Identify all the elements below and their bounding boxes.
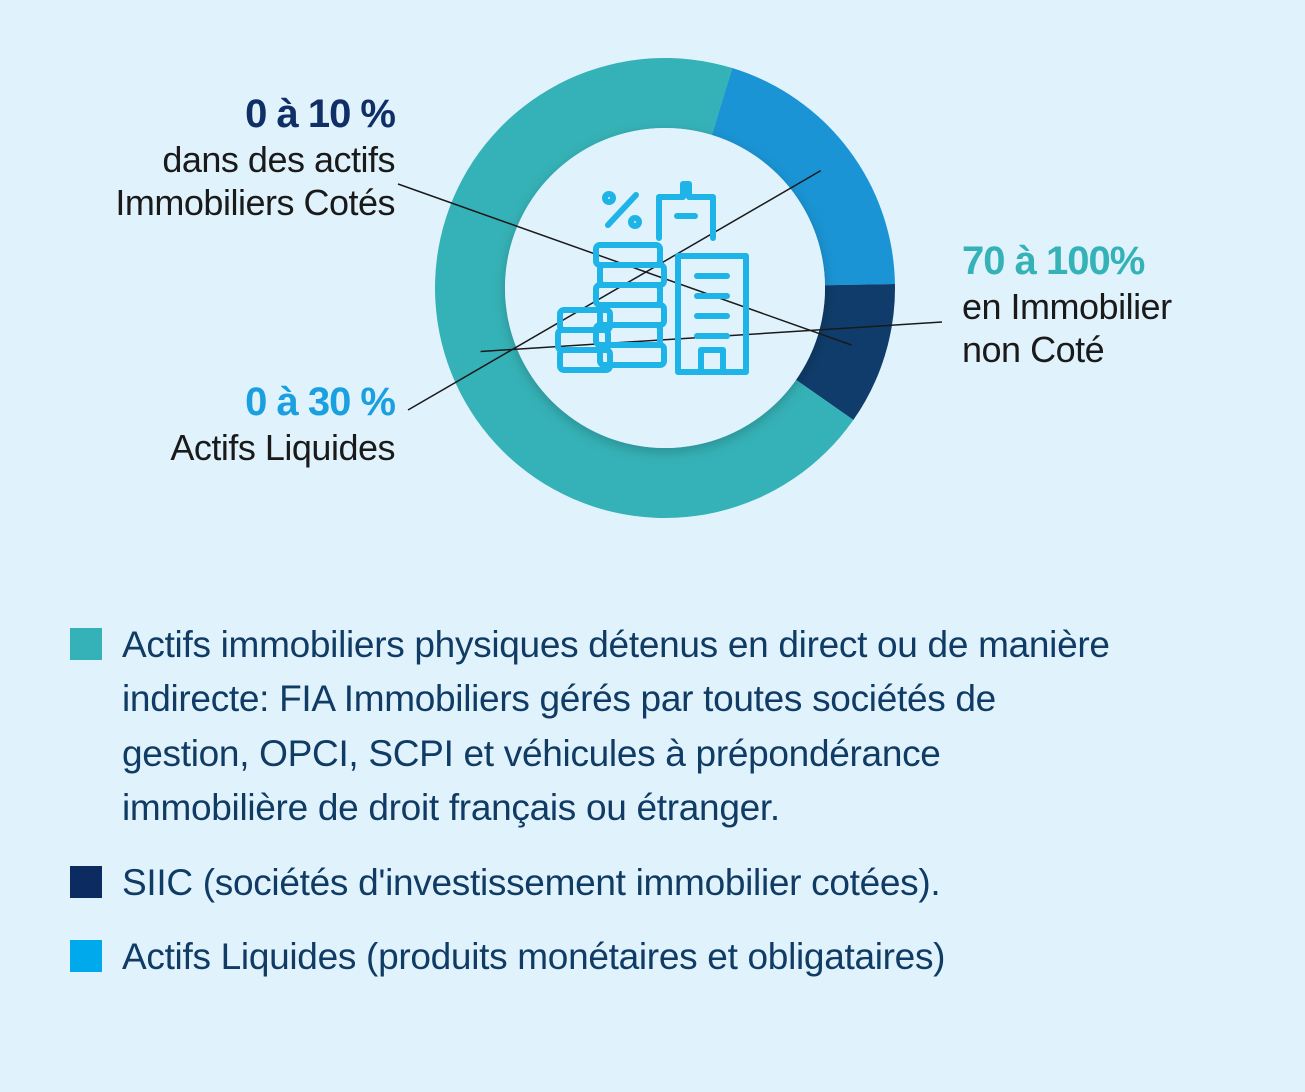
donut-hole [505, 128, 825, 448]
legend-item-immo-physique: Actifs immobiliers physiques détenus en … [70, 618, 1120, 836]
legend-swatch-navy [70, 865, 102, 898]
callout-immo-non-cote-line1: en Immobilier [962, 286, 1172, 327]
legend: Actifs immobiliers physiques détenus en … [70, 618, 1120, 1004]
legend-label-siic: SIIC (sociétés d'investissement immobili… [122, 861, 941, 903]
donut-slice-liquides [711, 68, 895, 286]
callout-liquides-line1: Actifs Liquides [170, 427, 395, 468]
legend-label-liquides: Actifs Liquides (produits monétaires et … [122, 935, 946, 977]
callout-liquides-range: 0 à 30 % [245, 380, 396, 424]
donut-slice-immo_cote [796, 283, 895, 420]
leader-line-liquides [407, 169, 822, 411]
buildings-coins-percent-icon [555, 181, 749, 375]
callout-immo-cote-line2: Immobiliers Cotés [115, 182, 395, 224]
donut-slice-immo_non_cote [434, 57, 854, 518]
callout-liquides: 0 à 30 % Actifs Liquides [170, 378, 396, 469]
legend-swatch-blue [70, 939, 102, 972]
legend-label-immo-physique: Actifs immobiliers physiques détenus en … [122, 624, 1110, 829]
callout-immo-cote-line1: dans des actifs [162, 139, 395, 180]
legend-item-siic: SIIC (sociétés d'investissement immobili… [70, 856, 1120, 910]
legend-item-liquides: Actifs Liquides (produits monétaires et … [70, 930, 1120, 984]
legend-swatch-teal [70, 628, 102, 660]
callout-immo-cote-range: 0 à 10 % [245, 92, 396, 136]
callout-immo-non-cote-range: 70 à 100% [962, 239, 1145, 283]
callout-immo-non-cote: 70 à 100% en Immobilier non Coté [962, 237, 1172, 371]
callout-immo-non-cote-line2: non Coté [962, 329, 1105, 371]
callout-immo-cote: 0 à 10 % dans des actifs Immobiliers Cot… [115, 90, 396, 224]
